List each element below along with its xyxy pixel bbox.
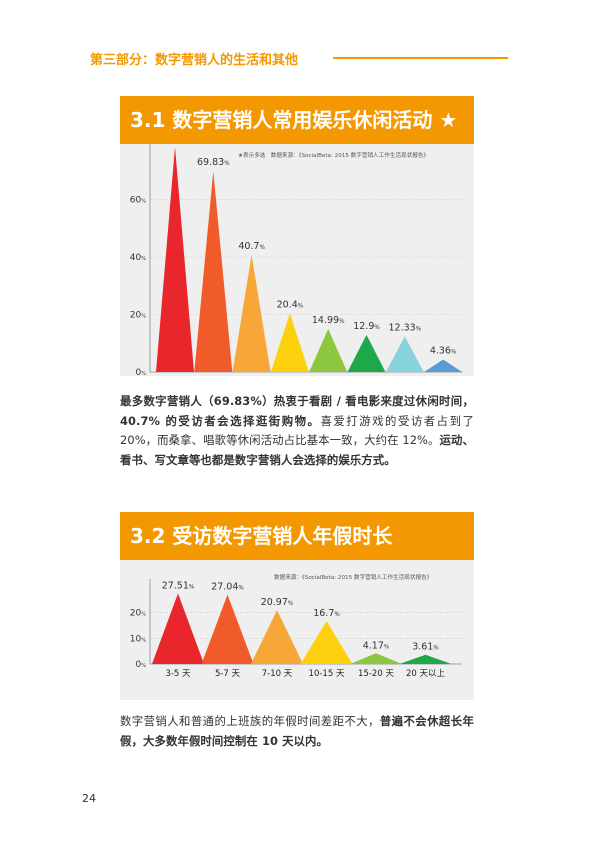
paragraph-run: 数字营销人和普通的上班族的年假时间差距不大， [120, 714, 380, 728]
data-label: 4.17% [363, 640, 390, 651]
data-label: 27.51% [162, 580, 195, 591]
bar-mark [194, 171, 233, 372]
leisure-chart: 0%20%40%60%78.27%看电影69.83%看剧 /综艺节目40.7%逛… [130, 144, 463, 376]
bar-mark [152, 593, 204, 664]
bar-mark [270, 313, 309, 372]
bar-mark [347, 334, 386, 372]
paragraph-run: 运动、看书、写文章等也都是数字营销人会选择的娱乐方式。 [120, 433, 474, 467]
x-tick-label: 20 天以上 [406, 669, 446, 679]
bar-mark [424, 359, 463, 372]
bar-mark [300, 621, 353, 664]
data-label: 20.97% [261, 597, 294, 608]
bar-mark [309, 328, 348, 372]
section-title-3-2: 3.2 受访数字营销人年假时长 [120, 512, 474, 560]
data-label: 16.7% [313, 608, 340, 619]
data-label: 3.61% [412, 642, 439, 653]
section-rule [333, 57, 508, 59]
bar-mark [385, 336, 424, 372]
bar-mark [251, 610, 303, 664]
data-label: 20.4% [277, 299, 304, 310]
x-tick-label: 5-7 天 [215, 669, 241, 679]
x-tick-label: 3-5 天 [165, 669, 191, 679]
section-header: 第三部分：数字营销人的生活和其他 [90, 53, 299, 68]
bar-mark [350, 653, 402, 664]
y-tick-label: 60% [130, 196, 146, 206]
chart-source: 数据来源：《SocialBeta: 2015 数字营销人工作生活现状报告》 [270, 153, 429, 159]
data-label: 40.7% [238, 241, 265, 252]
data-label: 4.36% [430, 345, 457, 356]
paragraph-run: 喜爱打游戏的受访者占到了 20%，而桑拿、唱歌等休闲活动占比基本一致，大约在 1… [120, 413, 474, 448]
y-tick-label: 10% [130, 634, 146, 644]
data-label: 27.04% [211, 582, 244, 593]
paragraph-vacation: 数字营销人和普通的上班族的年假时间差距不大，普遍不会休超长年假，大多数年假时间控… [120, 712, 474, 751]
bar-mark [201, 594, 254, 664]
x-tick-label: 15-20 天 [358, 669, 394, 679]
paragraph-run: 普遍不会休超长年假，大多数年假时间控制在 10 天以内。 [120, 714, 474, 748]
chart-panel-leisure: 0%20%40%60%78.27%看电影69.83%看剧 /综艺节目40.7%逛… [120, 144, 474, 376]
data-label: 12.9% [353, 321, 380, 332]
chart-source: 数据来源：《SocialBeta: 2015 数字营销人工作生活现状报告》 [274, 575, 433, 581]
x-tick-label: 10-15 天 [309, 669, 345, 679]
y-tick-label: 20% [130, 311, 146, 321]
data-label: 12.33% [388, 323, 421, 334]
bar-mark [156, 146, 194, 372]
chart-note: ★表示多选 [238, 153, 266, 159]
y-tick-label: 20% [130, 609, 146, 619]
chart-panel-vacation: 0% 10% 20% 27.51% 3-5 天 27.04% 5-7 天 20.97% 7-10… [120, 560, 474, 700]
page-number: 24 [82, 792, 96, 805]
y-tick-label: 0% [136, 368, 147, 376]
vacation-chart: 0% 10% 20% 27.51% 3-5 天 27.04% 5-7 天 20.97% 7-10… [130, 579, 462, 679]
data-label: 14.99% [312, 315, 345, 326]
x-tick-label: 7-10 天 [262, 669, 293, 679]
bar-mark [232, 254, 271, 372]
data-label: 69.83% [197, 157, 230, 168]
y-tick-label: 0% [136, 660, 147, 670]
paragraph-leisure: 最多数字营销人（69.83%）热衷于看剧 / 看电影来度过休闲时间，40.7% … [120, 392, 474, 470]
y-tick-label: 40% [130, 253, 146, 263]
bar-mark [399, 654, 452, 664]
section-title-3-1: 3.1 数字营销人常用娱乐休闲活动 ★ [120, 96, 474, 144]
paragraph-run: 最多数字营销人（69.83%）热衷于看剧 / 看电影来度过休闲时间，40.7% … [120, 394, 474, 428]
